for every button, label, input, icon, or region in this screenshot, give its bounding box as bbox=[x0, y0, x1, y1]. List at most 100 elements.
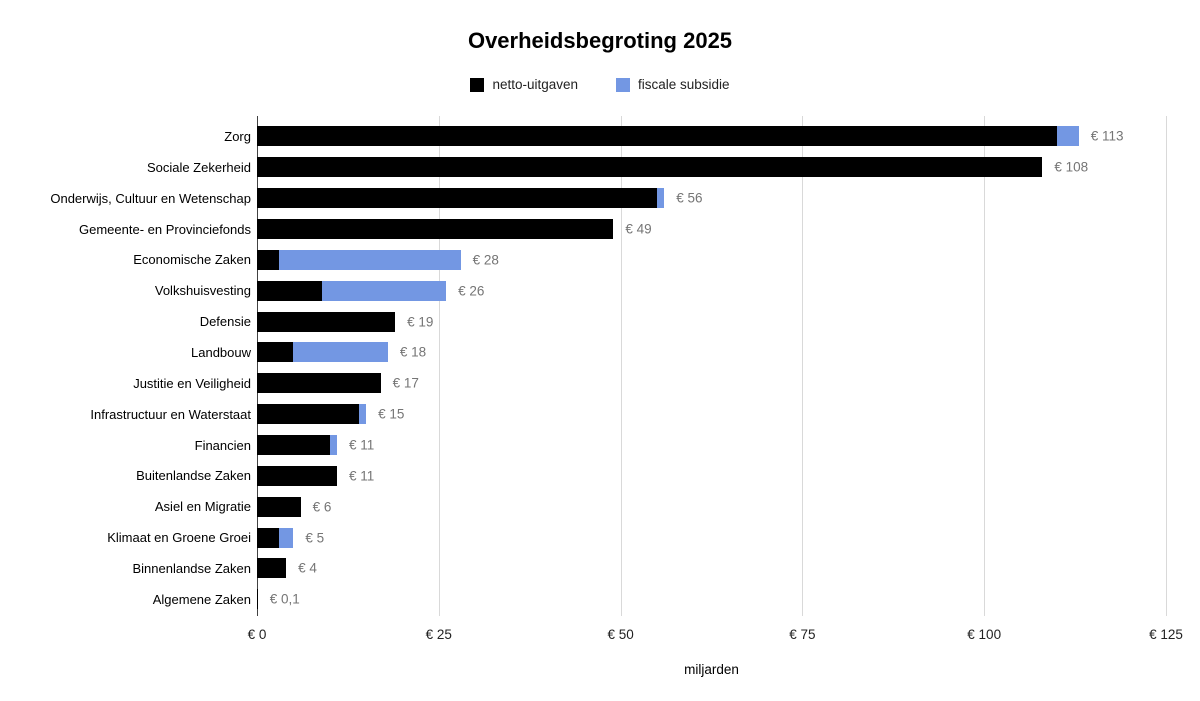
netto-uitgaven-bar-segment[interactable] bbox=[257, 219, 614, 239]
category-label: Infrastructuur en Waterstaat bbox=[90, 406, 251, 422]
category-label: Binnenlandse Zaken bbox=[132, 560, 251, 576]
fiscale-subsidie-bar-segment[interactable] bbox=[329, 435, 337, 456]
x-tick-label: € 0 bbox=[247, 627, 267, 642]
category-label: Defensie bbox=[199, 314, 251, 330]
fiscale-subsidie-bar-segment[interactable] bbox=[358, 404, 367, 425]
category-label: Volkshuisvesting bbox=[154, 283, 251, 299]
bar-track: € 56 bbox=[257, 188, 1166, 209]
category-label: Economische Zaken bbox=[133, 252, 251, 268]
chart-row: Landbouw € 18 bbox=[0, 337, 1166, 368]
bar-track: € 6 bbox=[257, 496, 1166, 517]
chart-title: Overheidsbegroting 2025 bbox=[467, 28, 733, 53]
category-label: Justitie en Veiligheid bbox=[133, 375, 251, 391]
bar-track: € 11 bbox=[257, 435, 1166, 456]
netto-uitgaven-bar-segment[interactable] bbox=[257, 558, 287, 579]
total-value-label: € 4 bbox=[298, 560, 317, 576]
bar-track: € 49 bbox=[257, 219, 1166, 239]
chart-row: Justitie en Veiligheid € 17 bbox=[0, 368, 1166, 399]
bar-track: € 0,1 bbox=[257, 589, 1166, 610]
chart-row: Financien € 11 bbox=[0, 430, 1166, 461]
total-value-label: € 0,1 bbox=[269, 591, 300, 607]
netto-uitgaven-swatch-icon bbox=[470, 77, 485, 92]
netto-uitgaven-bar-segment[interactable] bbox=[257, 496, 301, 517]
bar-rows: Zorg € 113 Sociale Zekerheid € 108 Onderwijs… bbox=[0, 121, 1166, 615]
fiscale-subsidie-bar-segment[interactable] bbox=[278, 527, 294, 548]
category-label: Sociale Zekerheid bbox=[146, 159, 251, 175]
chart-row: Asiel en Migratie € 6 bbox=[0, 491, 1166, 522]
netto-uitgaven-bar-segment[interactable] bbox=[257, 342, 294, 363]
netto-uitgaven-bar-segment[interactable] bbox=[257, 404, 359, 425]
chart-row: Binnenlandse Zaken € 4 bbox=[0, 553, 1166, 584]
bar-track: € 15 bbox=[257, 404, 1166, 425]
chart-row: Sociale Zekerheid € 108 bbox=[0, 152, 1166, 183]
bar-track: € 18 bbox=[257, 342, 1166, 363]
chart-row: Zorg € 113 bbox=[0, 121, 1166, 152]
total-value-label: € 15 bbox=[378, 406, 405, 422]
bar-track: € 26 bbox=[257, 280, 1166, 301]
bar-track: € 4 bbox=[257, 558, 1166, 579]
gridline bbox=[984, 116, 986, 616]
x-tick-label: € 75 bbox=[789, 627, 816, 642]
total-value-label: € 108 bbox=[1054, 159, 1089, 175]
netto-uitgaven-bar-segment[interactable] bbox=[257, 249, 279, 270]
fiscale-subsidie-swatch-icon bbox=[616, 77, 630, 92]
netto-uitgaven-bar-segment[interactable] bbox=[257, 157, 1043, 178]
bar-track: € 19 bbox=[257, 311, 1166, 332]
legend-item-fiscale-subsidie: fiscale subsidie bbox=[616, 77, 730, 92]
category-label: Gemeente- en Provinciefonds bbox=[79, 221, 251, 237]
chart-row: Defensie € 19 bbox=[0, 306, 1166, 337]
total-value-label: € 49 bbox=[625, 221, 652, 237]
netto-uitgaven-bar-segment[interactable] bbox=[257, 280, 323, 301]
netto-uitgaven-bar-segment[interactable] bbox=[257, 188, 657, 209]
chart-row: Klimaat en Groene Groei € 5 bbox=[0, 522, 1166, 553]
total-value-label: € 18 bbox=[399, 344, 427, 360]
total-value-label: € 28 bbox=[472, 252, 499, 268]
x-tick-label: € 25 bbox=[425, 627, 452, 642]
gridline bbox=[802, 116, 804, 616]
category-label: Zorg bbox=[224, 128, 251, 144]
category-label: Onderwijs, Cultuur en Wetenschap bbox=[50, 190, 251, 206]
fiscale-subsidie-bar-segment[interactable] bbox=[278, 249, 461, 270]
netto-uitgaven-bar-segment[interactable] bbox=[257, 527, 279, 548]
chart-row: Onderwijs, Cultuur en Wetenschap € 56 bbox=[0, 183, 1166, 214]
chart-row: Gemeente- en Provinciefonds € 49 bbox=[0, 214, 1166, 245]
netto-uitgaven-bar-segment[interactable] bbox=[257, 373, 381, 394]
category-label: Asiel en Migratie bbox=[154, 499, 251, 515]
chart-row: Buitenlandse Zaken € 11 bbox=[0, 460, 1166, 491]
bar-track: € 113 bbox=[257, 126, 1166, 147]
legend-item-netto-uitgaven: netto-uitgaven bbox=[470, 77, 578, 92]
chart-row: Algemene Zaken € 0,1 bbox=[0, 584, 1166, 615]
netto-uitgaven-bar-segment[interactable] bbox=[257, 589, 258, 610]
legend-label-netto-uitgaven: netto-uitgaven bbox=[492, 77, 578, 92]
bar-track: € 5 bbox=[257, 527, 1166, 548]
netto-uitgaven-bar-segment[interactable] bbox=[257, 126, 1057, 147]
total-value-label: € 19 bbox=[407, 314, 434, 330]
legend-label-fiscale-subsidie: fiscale subsidie bbox=[638, 77, 730, 92]
x-axis-title: miljarden bbox=[684, 662, 739, 677]
x-tick-label: € 50 bbox=[607, 627, 634, 642]
chart-row: Volkshuisvesting € 26 bbox=[0, 275, 1166, 306]
category-label: Algemene Zaken bbox=[152, 591, 251, 607]
fiscale-subsidie-bar-segment[interactable] bbox=[293, 342, 388, 363]
netto-uitgaven-bar-segment[interactable] bbox=[257, 311, 396, 332]
category-label: Landbouw bbox=[191, 344, 251, 360]
category-label: Buitenlandse Zaken bbox=[136, 468, 251, 484]
gridline bbox=[620, 116, 622, 616]
total-value-label: € 6 bbox=[312, 499, 332, 515]
fiscale-subsidie-bar-segment[interactable] bbox=[656, 188, 665, 209]
netto-uitgaven-bar-segment[interactable] bbox=[257, 465, 337, 486]
gridline bbox=[438, 116, 440, 616]
total-value-label: € 11 bbox=[348, 437, 375, 453]
gridline bbox=[1166, 116, 1167, 616]
x-axis: € 0 € 25 € 50 € 75 € 100 € 125 bbox=[248, 627, 1183, 645]
category-label: Klimaat en Groene Groei bbox=[107, 530, 251, 546]
fiscale-subsidie-bar-segment[interactable] bbox=[322, 280, 447, 301]
baseline-gridline bbox=[257, 116, 258, 616]
netto-uitgaven-bar-segment[interactable] bbox=[257, 435, 330, 456]
chart-row: Infrastructuur en Waterstaat € 15 bbox=[0, 399, 1166, 430]
fiscale-subsidie-bar-segment[interactable] bbox=[1056, 126, 1079, 147]
bar-track: € 108 bbox=[257, 157, 1166, 178]
total-value-label: € 26 bbox=[458, 283, 485, 299]
chart-row: Economische Zaken € 28 bbox=[0, 244, 1166, 275]
